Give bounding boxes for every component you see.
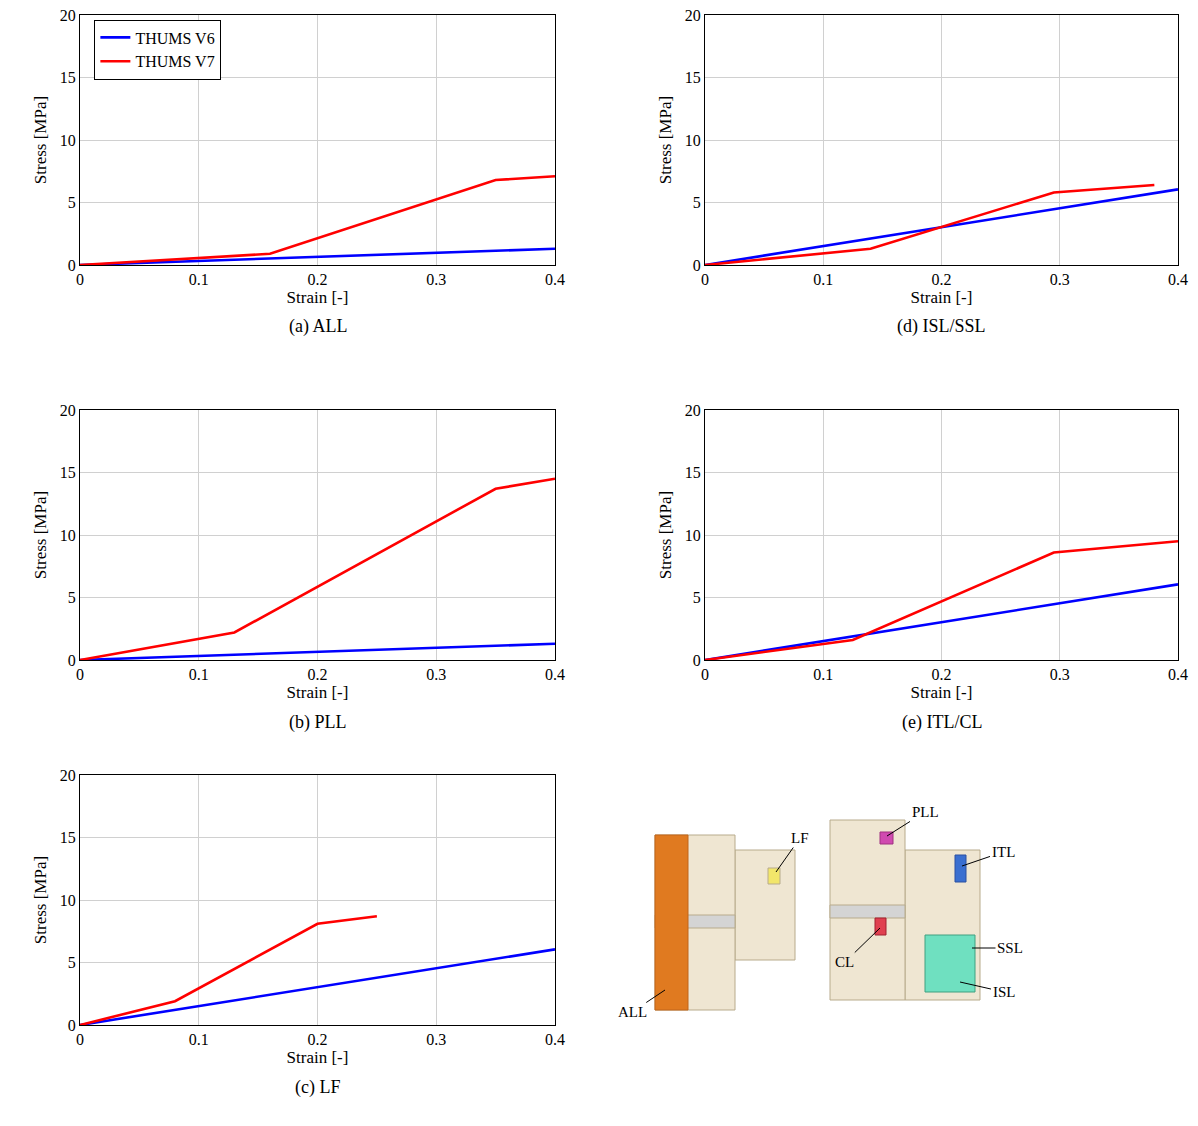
svg-text:(c) LF: (c) LF bbox=[295, 1077, 340, 1098]
svg-text:0.1: 0.1 bbox=[189, 271, 209, 288]
svg-text:0: 0 bbox=[76, 1031, 84, 1048]
svg-text:10: 10 bbox=[60, 527, 76, 544]
svg-text:0.4: 0.4 bbox=[545, 666, 565, 683]
svg-text:Stress [MPa]: Stress [MPa] bbox=[31, 491, 50, 579]
svg-text:20: 20 bbox=[685, 402, 701, 419]
svg-text:0.2: 0.2 bbox=[932, 271, 952, 288]
svg-text:5: 5 bbox=[693, 589, 701, 606]
svg-text:0.2: 0.2 bbox=[308, 666, 328, 683]
svg-text:10: 10 bbox=[685, 527, 701, 544]
svg-text:5: 5 bbox=[68, 194, 76, 211]
svg-text:0.4: 0.4 bbox=[545, 1031, 565, 1048]
svg-text:5: 5 bbox=[68, 589, 76, 606]
svg-text:0.2: 0.2 bbox=[308, 271, 328, 288]
svg-text:CL: CL bbox=[835, 954, 854, 970]
svg-text:Strain [-]: Strain [-] bbox=[287, 288, 349, 307]
svg-text:0.3: 0.3 bbox=[426, 271, 446, 288]
svg-text:0: 0 bbox=[76, 666, 84, 683]
svg-text:0.1: 0.1 bbox=[813, 271, 833, 288]
svg-text:5: 5 bbox=[693, 194, 701, 211]
svg-text:Stress [MPa]: Stress [MPa] bbox=[656, 96, 675, 184]
svg-text:0: 0 bbox=[68, 1017, 76, 1034]
svg-text:0: 0 bbox=[701, 271, 709, 288]
svg-text:20: 20 bbox=[60, 767, 76, 784]
svg-text:15: 15 bbox=[685, 464, 701, 481]
svg-text:15: 15 bbox=[685, 69, 701, 86]
svg-text:LF: LF bbox=[791, 830, 809, 846]
svg-text:(a) ALL: (a) ALL bbox=[289, 316, 347, 337]
svg-text:20: 20 bbox=[60, 7, 76, 24]
svg-text:(e) ITL/CL: (e) ITL/CL bbox=[902, 712, 982, 733]
svg-text:15: 15 bbox=[60, 464, 76, 481]
svg-text:0: 0 bbox=[68, 652, 76, 669]
svg-text:ALL: ALL bbox=[618, 1004, 647, 1020]
svg-text:20: 20 bbox=[685, 7, 701, 24]
svg-text:10: 10 bbox=[685, 132, 701, 149]
svg-text:0.3: 0.3 bbox=[426, 1031, 446, 1048]
svg-text:Strain [-]: Strain [-] bbox=[911, 288, 973, 307]
svg-text:0.4: 0.4 bbox=[1168, 666, 1188, 683]
svg-text:15: 15 bbox=[60, 69, 76, 86]
svg-text:0.3: 0.3 bbox=[1050, 271, 1070, 288]
svg-text:PLL: PLL bbox=[912, 804, 939, 820]
svg-text:0.1: 0.1 bbox=[189, 666, 209, 683]
svg-text:Strain [-]: Strain [-] bbox=[911, 683, 973, 702]
svg-text:0: 0 bbox=[76, 271, 84, 288]
svg-text:0.4: 0.4 bbox=[545, 271, 565, 288]
svg-text:(b) PLL: (b) PLL bbox=[289, 712, 347, 733]
svg-text:0.1: 0.1 bbox=[813, 666, 833, 683]
svg-text:SSL: SSL bbox=[997, 940, 1023, 956]
svg-text:5: 5 bbox=[68, 954, 76, 971]
svg-text:(d) ISL/SSL: (d) ISL/SSL bbox=[897, 316, 986, 337]
svg-text:ITL: ITL bbox=[992, 844, 1015, 860]
svg-text:0.1: 0.1 bbox=[189, 1031, 209, 1048]
svg-text:0: 0 bbox=[701, 666, 709, 683]
svg-text:0: 0 bbox=[693, 257, 701, 274]
svg-text:20: 20 bbox=[60, 402, 76, 419]
svg-text:0.4: 0.4 bbox=[1168, 271, 1188, 288]
svg-text:0.2: 0.2 bbox=[308, 1031, 328, 1048]
svg-text:0.3: 0.3 bbox=[426, 666, 446, 683]
svg-text:0.3: 0.3 bbox=[1050, 666, 1070, 683]
svg-text:ISL: ISL bbox=[993, 984, 1016, 1000]
svg-text:THUMS V7: THUMS V7 bbox=[135, 53, 214, 70]
svg-text:0.2: 0.2 bbox=[932, 666, 952, 683]
svg-text:10: 10 bbox=[60, 892, 76, 909]
svg-text:Strain [-]: Strain [-] bbox=[287, 683, 349, 702]
svg-text:THUMS V6: THUMS V6 bbox=[135, 30, 214, 47]
svg-text:15: 15 bbox=[60, 829, 76, 846]
svg-text:0: 0 bbox=[68, 257, 76, 274]
svg-text:Stress [MPa]: Stress [MPa] bbox=[31, 856, 50, 944]
svg-text:Stress [MPa]: Stress [MPa] bbox=[31, 96, 50, 184]
svg-text:Stress [MPa]: Stress [MPa] bbox=[656, 491, 675, 579]
svg-text:0: 0 bbox=[693, 652, 701, 669]
svg-text:10: 10 bbox=[60, 132, 76, 149]
svg-text:Strain [-]: Strain [-] bbox=[287, 1048, 349, 1067]
